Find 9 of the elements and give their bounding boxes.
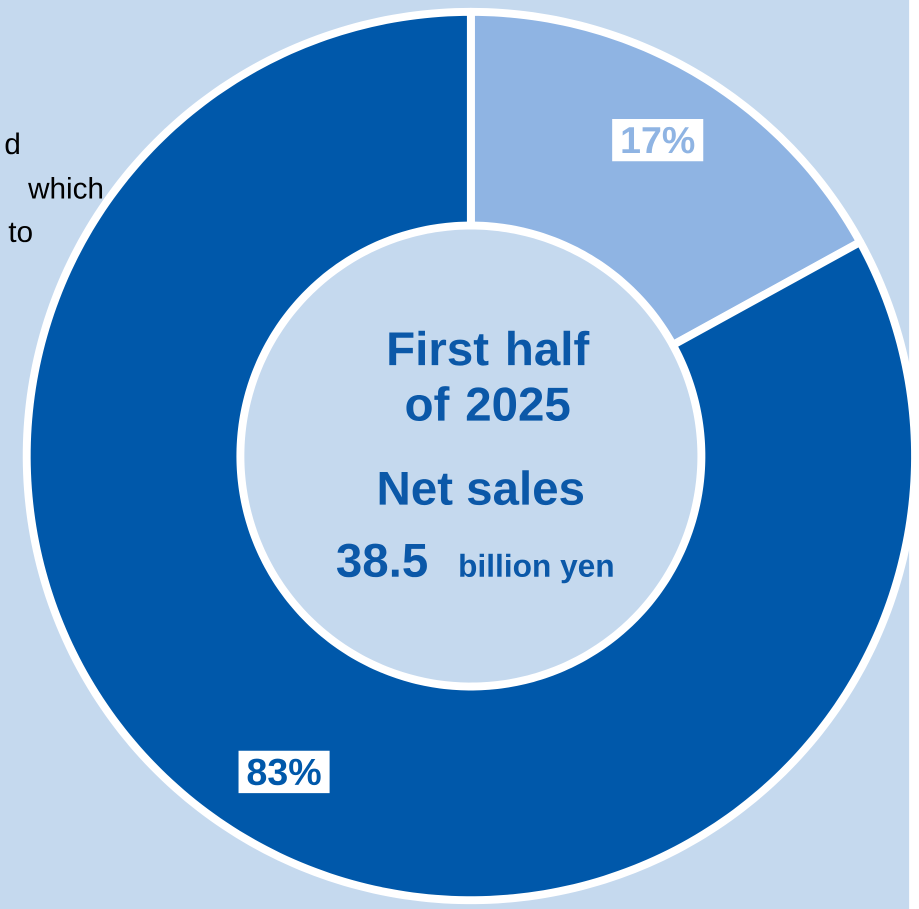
text: Net sales <box>380 470 584 506</box>
text: to <box>8 222 32 242</box>
data-label: 83% <box>248 758 321 786</box>
data-label: 17% <box>622 126 694 154</box>
text: d <box>6 132 19 154</box>
text: which <box>28 176 102 199</box>
text: 38.5 <box>336 544 427 578</box>
text: billion yen <box>460 554 613 584</box>
text: First half of 2025 <box>389 330 590 421</box>
